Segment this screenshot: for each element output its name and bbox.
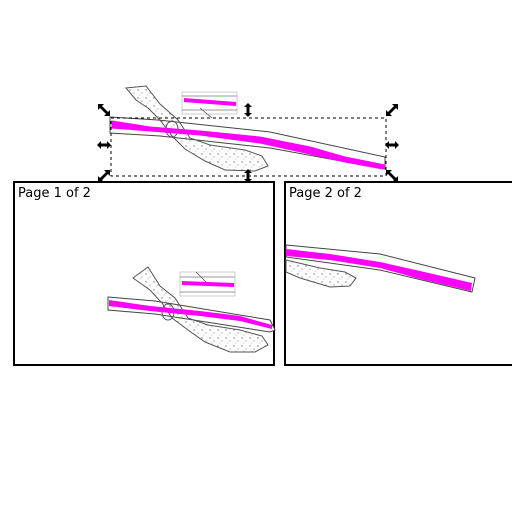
resize-ne-icon[interactable] [384, 102, 400, 118]
resize-se-icon[interactable] [384, 168, 400, 184]
page-1-drawing [107, 266, 276, 353]
resize-n-icon[interactable] [240, 102, 256, 118]
selected-drawing[interactable] [109, 85, 387, 177]
page-2-label: Page 2 of 2 [289, 186, 362, 201]
resize-w-icon[interactable] [96, 137, 112, 153]
page-2-drawing [285, 244, 476, 293]
resize-e-icon[interactable] [384, 137, 400, 153]
page-1-label: Page 1 of 2 [18, 186, 91, 201]
resize-nw-icon[interactable] [96, 102, 112, 118]
resize-sw-icon[interactable] [96, 168, 112, 184]
resize-s-icon[interactable] [240, 168, 256, 184]
